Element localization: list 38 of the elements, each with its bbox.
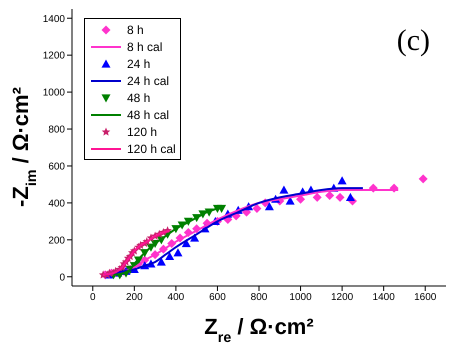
x-tick-label: 1200	[330, 292, 354, 304]
point	[264, 202, 274, 210]
y-tick-label: 400	[48, 198, 66, 210]
legend-label: 120 h cal	[127, 142, 176, 156]
point	[312, 192, 322, 202]
point	[418, 174, 428, 184]
y-tick-label: 200	[48, 235, 66, 246]
y-tick-label: 0	[59, 272, 66, 284]
point	[325, 191, 334, 200]
point	[252, 204, 262, 213]
x-tick-label: 1400	[372, 292, 396, 304]
x-tick-label: 0	[90, 292, 96, 304]
legend-label: 48 h	[127, 90, 150, 104]
legend-label: 8 h	[127, 22, 144, 36]
point	[346, 192, 355, 201]
point	[336, 192, 345, 202]
point	[338, 176, 347, 184]
point	[173, 248, 182, 256]
y-tick-label: 800	[48, 124, 66, 136]
y-tick-label: 1000	[42, 88, 66, 99]
x-axis-title: Z$_{re}$ / Ω·cm²	[204, 314, 314, 344]
x-tick-label: 1000	[289, 292, 312, 304]
annotation: (c)	[396, 24, 430, 57]
legend-label: 24 h cal	[127, 74, 170, 88]
x-tick-label: 600	[209, 292, 226, 304]
legend-label: 8 h cal	[127, 40, 162, 54]
legend-label: 48 h cal	[127, 108, 170, 122]
x-tick-label: 200	[126, 292, 144, 304]
y-tick-label: 600	[48, 162, 66, 173]
legend-label: 120 h	[127, 124, 158, 138]
point	[279, 185, 288, 194]
point	[165, 252, 174, 260]
x-tick-label: 800	[250, 292, 268, 304]
legend-label: 24 h	[127, 56, 150, 70]
y-tick-label: 1400	[42, 14, 66, 25]
x-tick-label: 400	[168, 292, 185, 304]
y-tick-label: 1200	[42, 50, 66, 62]
x-tick-label: 1600	[414, 292, 437, 304]
